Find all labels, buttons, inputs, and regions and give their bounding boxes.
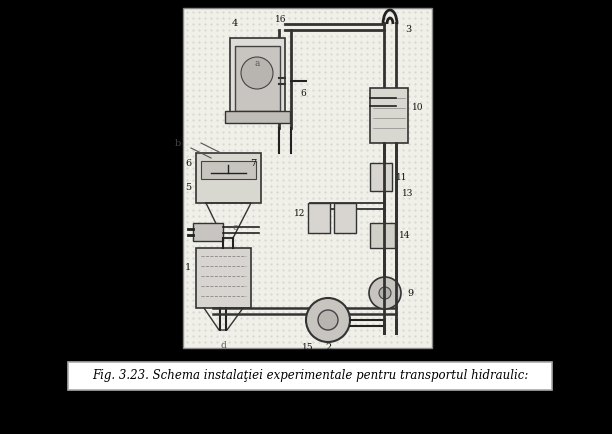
Text: b: b — [175, 138, 181, 148]
Text: a: a — [255, 59, 259, 68]
Text: 15: 15 — [302, 343, 314, 352]
Text: 9: 9 — [407, 289, 413, 297]
Bar — [370, 163, 392, 191]
Text: 2: 2 — [325, 343, 331, 352]
Text: 16: 16 — [275, 16, 287, 24]
Text: 6: 6 — [300, 89, 306, 98]
Bar — [308, 203, 330, 233]
Ellipse shape — [306, 298, 350, 342]
Ellipse shape — [369, 277, 401, 309]
Text: 1: 1 — [185, 263, 191, 273]
Text: 11: 11 — [396, 172, 408, 181]
Text: 4: 4 — [232, 19, 238, 27]
Text: Fig. 3.23. Schema instalaţiei experimentale pentru transportul hidraulic:: Fig. 3.23. Schema instalaţiei experiment… — [92, 369, 528, 382]
Bar — [225, 111, 290, 123]
Text: 14: 14 — [399, 230, 411, 240]
Text: 5: 5 — [185, 184, 191, 193]
Bar — [196, 248, 251, 308]
Bar — [193, 223, 223, 241]
Bar — [313, 312, 343, 328]
Bar — [334, 203, 356, 233]
Text: 12: 12 — [294, 208, 305, 217]
Bar — [183, 8, 432, 348]
Bar — [370, 88, 408, 143]
Bar — [235, 46, 280, 111]
Text: 13: 13 — [402, 188, 414, 197]
Text: 6: 6 — [185, 158, 191, 168]
Bar — [230, 38, 285, 123]
Bar — [196, 153, 261, 203]
Ellipse shape — [318, 310, 338, 330]
Text: 10: 10 — [412, 103, 424, 112]
Text: d: d — [220, 342, 226, 351]
Text: c: c — [233, 224, 237, 233]
Ellipse shape — [379, 287, 391, 299]
Bar — [68, 362, 552, 390]
Ellipse shape — [241, 57, 273, 89]
Bar — [370, 223, 395, 248]
Text: 3: 3 — [405, 26, 411, 34]
Bar — [201, 161, 256, 179]
Text: 7: 7 — [250, 158, 256, 168]
